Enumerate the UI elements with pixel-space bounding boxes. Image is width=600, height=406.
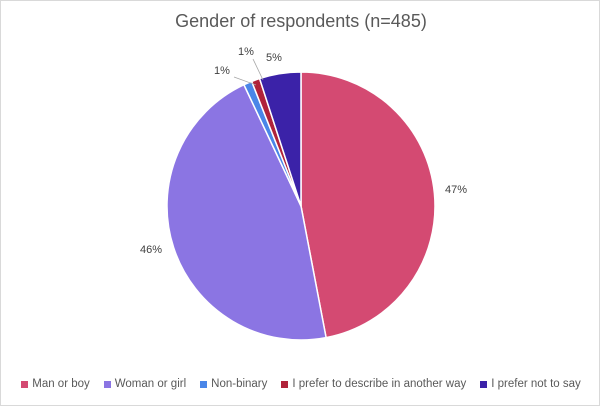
legend-label: I prefer not to say (491, 378, 581, 390)
legend-item: I prefer not to say (480, 378, 581, 390)
legend-swatch (103, 380, 111, 388)
pie-slice-man-or-boy (300, 71, 436, 339)
legend-item: Woman or girl (103, 378, 187, 390)
legend-label: Woman or girl (114, 378, 187, 390)
data-label: 1% (214, 65, 230, 77)
legend-item: Non-binary (200, 378, 267, 390)
data-label: 46% (140, 244, 162, 256)
chart-title: Gender of respondents (n=485) (175, 11, 427, 31)
legend-swatch (480, 380, 488, 388)
legend-swatch (21, 380, 29, 388)
legend-item: I prefer to describe in another way (281, 378, 466, 390)
leader-line (252, 58, 264, 81)
legend-item: Man or boy (21, 378, 90, 390)
chart-legend: Man or boy Woman or girl Non-binary I prefe… (1, 378, 599, 390)
legend-label: Man or boy (32, 378, 90, 390)
data-label: 1% (238, 46, 254, 58)
data-label: 47% (445, 184, 467, 196)
legend-label: I prefer to describe in another way (292, 378, 467, 390)
pie-slice-i-prefer-not-to-say (258, 71, 302, 207)
leader-line (233, 76, 257, 86)
legend-label: Non-binary (211, 378, 268, 390)
data-label: 5% (266, 52, 282, 64)
pie-slice-woman-or-girl (166, 83, 327, 341)
legend-swatch (200, 380, 208, 388)
legend-swatch (281, 380, 289, 388)
